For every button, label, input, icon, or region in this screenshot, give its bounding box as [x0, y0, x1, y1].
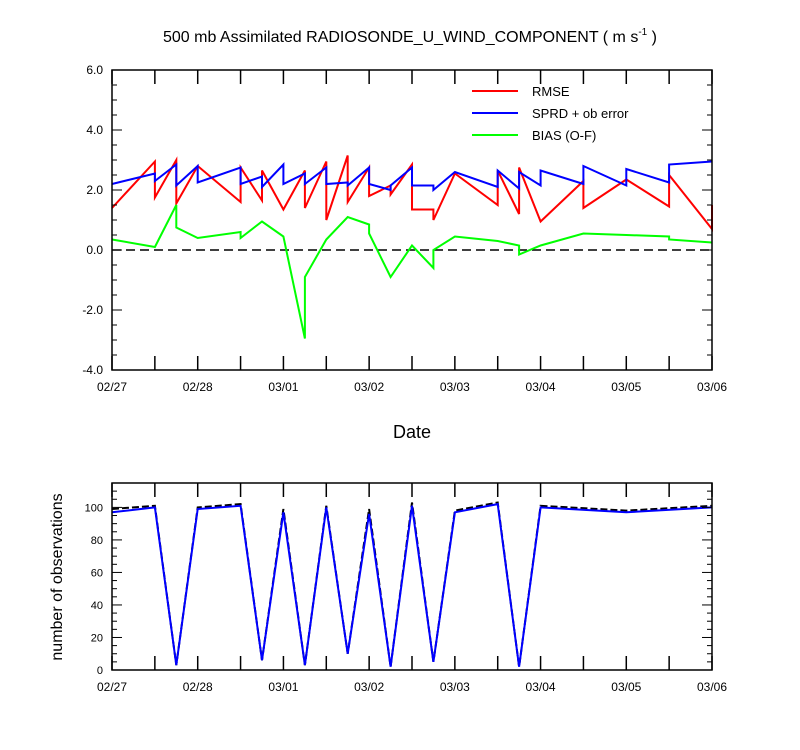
y-tick-label: 60: [91, 567, 103, 579]
series-line-dashed: [111, 501, 713, 667]
legend-label: SPRD + ob error: [532, 106, 629, 121]
x-tick-label: 03/06: [697, 680, 727, 694]
y-tick-label: 4.0: [86, 123, 103, 137]
legend: RMSE SPRD + ob error BIAS (O-F): [472, 84, 629, 143]
y-tick-label: 40: [91, 600, 103, 612]
series-line-rmse: [111, 155, 713, 232]
y-tick-label: 2.0: [86, 183, 103, 197]
y-tick-label: 80: [91, 535, 103, 547]
x-tick-label: 03/06: [697, 380, 727, 394]
y-tick-label: 0.0: [86, 243, 103, 257]
x-tick-label: 03/03: [440, 380, 470, 394]
series-line-sprd-ob-error: [111, 160, 713, 193]
legend-label: BIAS (O-F): [532, 128, 596, 143]
chart-title: 500 mb Assimilated RADIOSONDE_U_WIND_COM…: [163, 27, 657, 46]
y-tick-label: -4.0: [82, 363, 103, 377]
x-tick-label: 03/01: [268, 680, 298, 694]
x-tick-label: 02/28: [183, 680, 213, 694]
x-tick-label: 03/04: [526, 680, 556, 694]
y-tick-label: 100: [85, 502, 103, 514]
x-tick-label: 03/05: [611, 380, 641, 394]
x-tick-label: 03/01: [268, 380, 298, 394]
x-tick-label: 03/02: [354, 380, 384, 394]
top-plot-area: 02/27 02/28 03/01 03/02 03/03 03/04 03/05 03/06…: [82, 63, 727, 394]
bottom-plot-area: 02/27 02/28 03/01 03/02 03/03 03/04 03/05 03/06…: [85, 482, 727, 694]
x-tick-label: 03/03: [440, 680, 470, 694]
x-tick-label: 03/02: [354, 680, 384, 694]
x-tick-label: 02/28: [183, 380, 213, 394]
x-tick-label: 02/27: [97, 380, 127, 394]
series-line-solid: [111, 502, 713, 667]
legend-label: RMSE: [532, 84, 570, 99]
y-tick-label: -2.0: [82, 303, 103, 317]
y-tick-label: 20: [91, 632, 103, 644]
x-tick-label: 02/27: [97, 680, 127, 694]
x-axis-label: Date: [393, 422, 431, 442]
y-tick-label: 0: [97, 665, 103, 677]
y-tick-label: 6.0: [86, 63, 103, 77]
x-tick-label: 03/04: [526, 380, 556, 394]
x-tick-label: 03/05: [611, 680, 641, 694]
series-line-bias-o-f: [111, 204, 713, 339]
y-axis-label-observations: number of observations: [49, 493, 66, 660]
